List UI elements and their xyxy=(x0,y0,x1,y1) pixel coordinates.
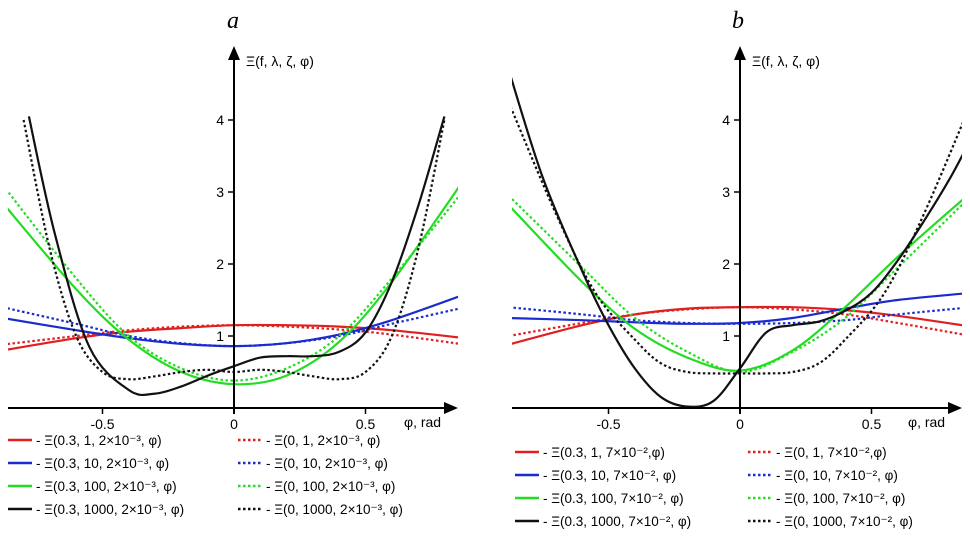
y-axis-arrow xyxy=(228,46,240,60)
legend-item: - Ξ(0.3, 1, 7×10⁻²,φ) xyxy=(515,445,665,460)
legend-label: - Ξ(0, 1000, 7×10⁻², φ) xyxy=(776,514,913,529)
legend-item: - Ξ(0.3, 100, 7×10⁻², φ) xyxy=(515,491,684,506)
legend-label: - Ξ(0.3, 1, 2×10⁻³, φ) xyxy=(36,433,162,448)
legend-label: - Ξ(0.3, 100, 7×10⁻², φ) xyxy=(543,491,684,506)
x-tick-label: -0.5 xyxy=(596,416,620,432)
legend-label: - Ξ(0.3, 1000, 2×10⁻³, φ) xyxy=(36,502,184,517)
x-tick-label: 0.5 xyxy=(862,416,882,432)
chart-panel-b: b 1 2 3 4 -0.5 0 0.5 Ξ(f, λ, ζ, φ) φ, rad - Ξ(0.3,… xyxy=(512,8,962,529)
legend-item: - Ξ(0.3, 1000, 7×10⁻², φ) xyxy=(515,514,691,529)
legend-item: - Ξ(0.3, 1, 2×10⁻³, φ) xyxy=(8,433,162,448)
x-axis-arrow xyxy=(948,402,962,414)
y-tick-label: 2 xyxy=(722,256,730,272)
y-tick-label: 2 xyxy=(216,256,224,272)
y-tick-label: 4 xyxy=(216,112,224,128)
y-tick-label: 1 xyxy=(722,328,730,344)
legend-label: - Ξ(0, 10, 7×10⁻², φ) xyxy=(776,468,898,483)
legend-item: - Ξ(0.3, 1000, 2×10⁻³, φ) xyxy=(8,502,184,517)
legend-label: - Ξ(0, 100, 2×10⁻³, φ) xyxy=(266,479,395,494)
legend-label: - Ξ(0, 10, 2×10⁻³, φ) xyxy=(266,456,388,471)
legend: - Ξ(0.3, 1, 7×10⁻²,φ) - Ξ(0, 1, 7×10⁻²,φ)… xyxy=(515,445,913,529)
legend-item: - Ξ(0, 100, 2×10⁻³, φ) xyxy=(238,479,395,494)
legend-item: - Ξ(0.3, 10, 2×10⁻³, φ) xyxy=(8,456,169,471)
legend-label: - Ξ(0.3, 10, 2×10⁻³, φ) xyxy=(36,456,169,471)
legend-label: - Ξ(0.3, 100, 2×10⁻³, φ) xyxy=(36,479,177,494)
legend-item: - Ξ(0, 1000, 2×10⁻³, φ) xyxy=(238,502,403,517)
legend-label: - Ξ(0, 100, 7×10⁻², φ) xyxy=(776,491,905,506)
x-tick-label: -0.5 xyxy=(90,416,114,432)
legend-item: - Ξ(0.3, 10, 7×10⁻², φ) xyxy=(515,468,676,483)
series-line-7 xyxy=(27,116,446,397)
axes: 1 2 3 4 -0.5 0 0.5 Ξ(f, λ, ζ, φ) φ, rad xyxy=(8,46,458,432)
legend-label: - Ξ(0.3, 10, 7×10⁻², φ) xyxy=(543,468,676,483)
y-tick-label: 4 xyxy=(722,112,730,128)
x-axis-title: φ, rad xyxy=(908,414,945,430)
x-tick-label: 0.5 xyxy=(356,416,376,432)
legend: - Ξ(0.3, 1, 2×10⁻³, φ) - Ξ(0, 1, 2×10⁻³, … xyxy=(8,433,403,517)
y-tick-label: 3 xyxy=(722,184,730,200)
x-axis-title: φ, rad xyxy=(404,414,441,430)
legend-label: - Ξ(0, 1, 2×10⁻³, φ) xyxy=(266,433,380,448)
legend-item: - Ξ(0, 10, 7×10⁻², φ) xyxy=(748,468,898,483)
legend-item: - Ξ(0, 1, 7×10⁻²,φ) xyxy=(748,445,887,460)
x-tick-label: 0 xyxy=(736,416,744,432)
y-axis-title: Ξ(f, λ, ζ, φ) xyxy=(246,53,314,69)
axes: 1 2 3 4 -0.5 0 0.5 Ξ(f, λ, ζ, φ) φ, rad xyxy=(512,46,962,432)
y-tick-label: 1 xyxy=(216,328,224,344)
legend-item: - Ξ(0, 1000, 7×10⁻², φ) xyxy=(748,514,913,529)
legend-item: - Ξ(0, 100, 7×10⁻², φ) xyxy=(748,491,905,506)
panel-label: b xyxy=(732,8,744,34)
legend-item: - Ξ(0, 10, 2×10⁻³, φ) xyxy=(238,456,388,471)
legend-label: - Ξ(0.3, 1, 7×10⁻²,φ) xyxy=(543,445,665,460)
legend-label: - Ξ(0, 1000, 2×10⁻³, φ) xyxy=(266,502,403,517)
legend-item: - Ξ(0, 1, 2×10⁻³, φ) xyxy=(238,433,380,448)
y-axis-title: Ξ(f, λ, ζ, φ) xyxy=(752,53,820,69)
y-tick-label: 3 xyxy=(216,184,224,200)
x-axis-arrow xyxy=(444,402,458,414)
y-axis-arrow xyxy=(734,46,746,60)
series-line-6 xyxy=(8,189,458,382)
x-tick-label: 0 xyxy=(230,416,238,432)
legend-label: - Ξ(0.3, 1000, 7×10⁻², φ) xyxy=(543,514,691,529)
series-line-7 xyxy=(512,76,962,408)
legend-label: - Ξ(0, 1, 7×10⁻²,φ) xyxy=(776,445,887,460)
legend-item: - Ξ(0.3, 100, 2×10⁻³, φ) xyxy=(8,479,177,494)
panel-label: a xyxy=(227,8,239,34)
